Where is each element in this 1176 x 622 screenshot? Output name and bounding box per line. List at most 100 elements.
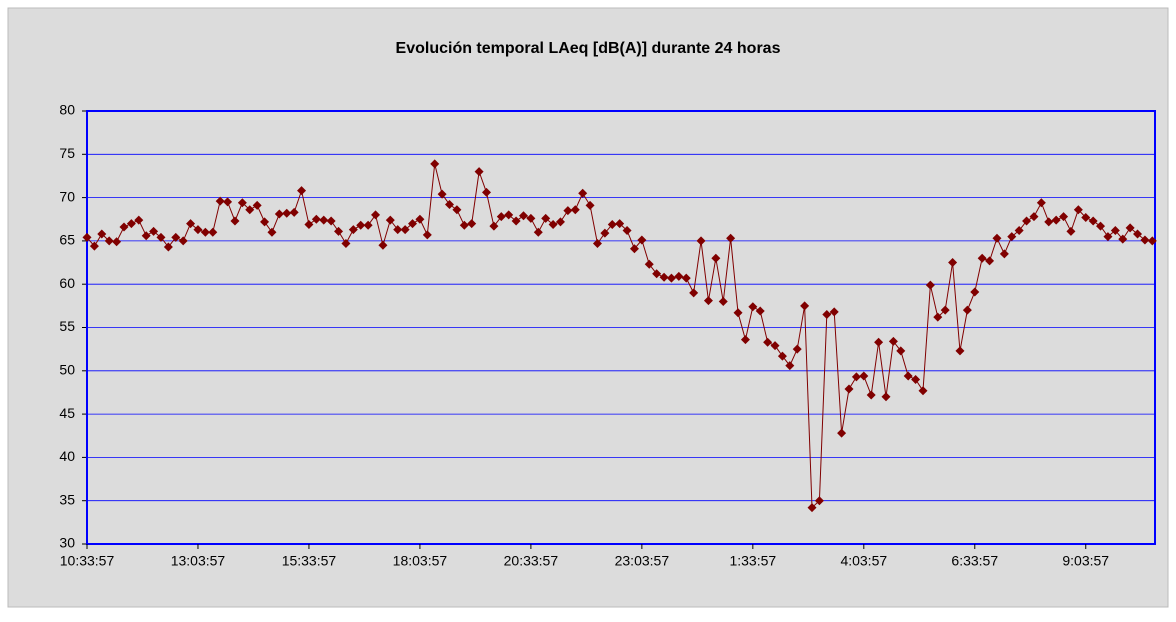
marker bbox=[674, 271, 684, 281]
marker bbox=[149, 226, 159, 236]
x-tick-label: 10:33:57 bbox=[60, 553, 115, 569]
marker bbox=[1014, 226, 1024, 236]
x-tick-label: 18:03:57 bbox=[393, 553, 448, 569]
marker bbox=[792, 344, 802, 354]
y-tick-label: 60 bbox=[59, 275, 75, 291]
y-tick-label: 55 bbox=[59, 318, 75, 334]
marker bbox=[666, 273, 676, 283]
y-tick-label: 70 bbox=[59, 188, 75, 204]
marker bbox=[156, 232, 166, 242]
marker bbox=[304, 219, 314, 229]
marker bbox=[533, 227, 543, 237]
x-tick-label: 15:33:57 bbox=[282, 553, 337, 569]
marker bbox=[548, 219, 558, 229]
marker bbox=[541, 213, 551, 223]
marker bbox=[1133, 229, 1143, 239]
marker bbox=[970, 287, 980, 297]
marker bbox=[955, 346, 965, 356]
marker bbox=[393, 225, 403, 235]
marker bbox=[518, 211, 528, 221]
y-tick-label: 80 bbox=[59, 102, 75, 118]
marker bbox=[600, 228, 610, 238]
x-tick-label: 9:03:57 bbox=[1062, 553, 1109, 569]
marker bbox=[999, 249, 1009, 259]
marker bbox=[1147, 236, 1157, 246]
marker bbox=[1125, 223, 1135, 233]
marker bbox=[252, 200, 262, 210]
y-tick-label: 45 bbox=[59, 405, 75, 421]
marker bbox=[223, 197, 233, 207]
marker bbox=[1073, 205, 1083, 215]
marker bbox=[459, 220, 469, 230]
x-tick-label: 1:33:57 bbox=[729, 553, 776, 569]
marker bbox=[474, 167, 484, 177]
marker bbox=[1066, 226, 1076, 236]
x-tick-label: 6:33:57 bbox=[951, 553, 998, 569]
marker bbox=[933, 312, 943, 322]
marker bbox=[985, 256, 995, 266]
marker bbox=[903, 371, 913, 381]
marker bbox=[1103, 232, 1113, 242]
marker bbox=[748, 302, 758, 312]
marker bbox=[260, 217, 270, 227]
marker bbox=[363, 220, 373, 230]
marker bbox=[948, 258, 958, 268]
marker bbox=[1007, 232, 1017, 242]
marker bbox=[844, 384, 854, 394]
marker bbox=[585, 200, 595, 210]
marker bbox=[511, 216, 521, 226]
marker bbox=[82, 232, 92, 242]
marker bbox=[652, 269, 662, 279]
marker bbox=[866, 390, 876, 400]
marker bbox=[1022, 216, 1032, 226]
marker bbox=[696, 236, 706, 246]
marker bbox=[193, 225, 203, 235]
marker bbox=[319, 215, 329, 225]
marker bbox=[208, 227, 218, 237]
marker bbox=[481, 187, 491, 197]
marker bbox=[237, 198, 247, 208]
marker bbox=[371, 210, 381, 220]
marker bbox=[1140, 235, 1150, 245]
marker bbox=[504, 210, 514, 220]
marker bbox=[97, 229, 107, 239]
marker bbox=[822, 310, 832, 320]
marker bbox=[851, 372, 861, 382]
marker bbox=[467, 219, 477, 229]
marker bbox=[200, 227, 210, 237]
marker bbox=[637, 235, 647, 245]
chart-background bbox=[7, 7, 1169, 608]
x-tick-label: 23:03:57 bbox=[615, 553, 670, 569]
chart-title: Evolución temporal LAeq [dB(A)] durante … bbox=[396, 40, 781, 57]
marker bbox=[311, 214, 321, 224]
marker bbox=[171, 232, 181, 242]
marker bbox=[770, 341, 780, 351]
plot-border bbox=[86, 110, 1156, 545]
x-tick-label: 13:03:57 bbox=[171, 553, 226, 569]
marker bbox=[837, 428, 847, 438]
marker bbox=[615, 219, 625, 229]
marker bbox=[977, 253, 987, 263]
y-tick-label: 35 bbox=[59, 491, 75, 507]
marker bbox=[703, 296, 713, 306]
marker bbox=[607, 219, 617, 229]
marker bbox=[763, 337, 773, 347]
marker bbox=[445, 200, 455, 210]
marker bbox=[89, 241, 99, 251]
y-tick-label: 65 bbox=[59, 232, 75, 248]
marker bbox=[452, 205, 462, 215]
marker bbox=[415, 214, 425, 224]
marker bbox=[814, 496, 824, 506]
marker bbox=[681, 273, 691, 283]
y-tick-label: 75 bbox=[59, 145, 75, 161]
marker bbox=[644, 259, 654, 269]
marker bbox=[777, 351, 787, 361]
marker bbox=[629, 244, 639, 254]
marker bbox=[141, 231, 151, 241]
marker bbox=[881, 392, 891, 402]
x-tick-label: 20:33:57 bbox=[504, 553, 559, 569]
marker bbox=[962, 305, 972, 315]
marker bbox=[896, 346, 906, 356]
marker bbox=[911, 374, 921, 384]
